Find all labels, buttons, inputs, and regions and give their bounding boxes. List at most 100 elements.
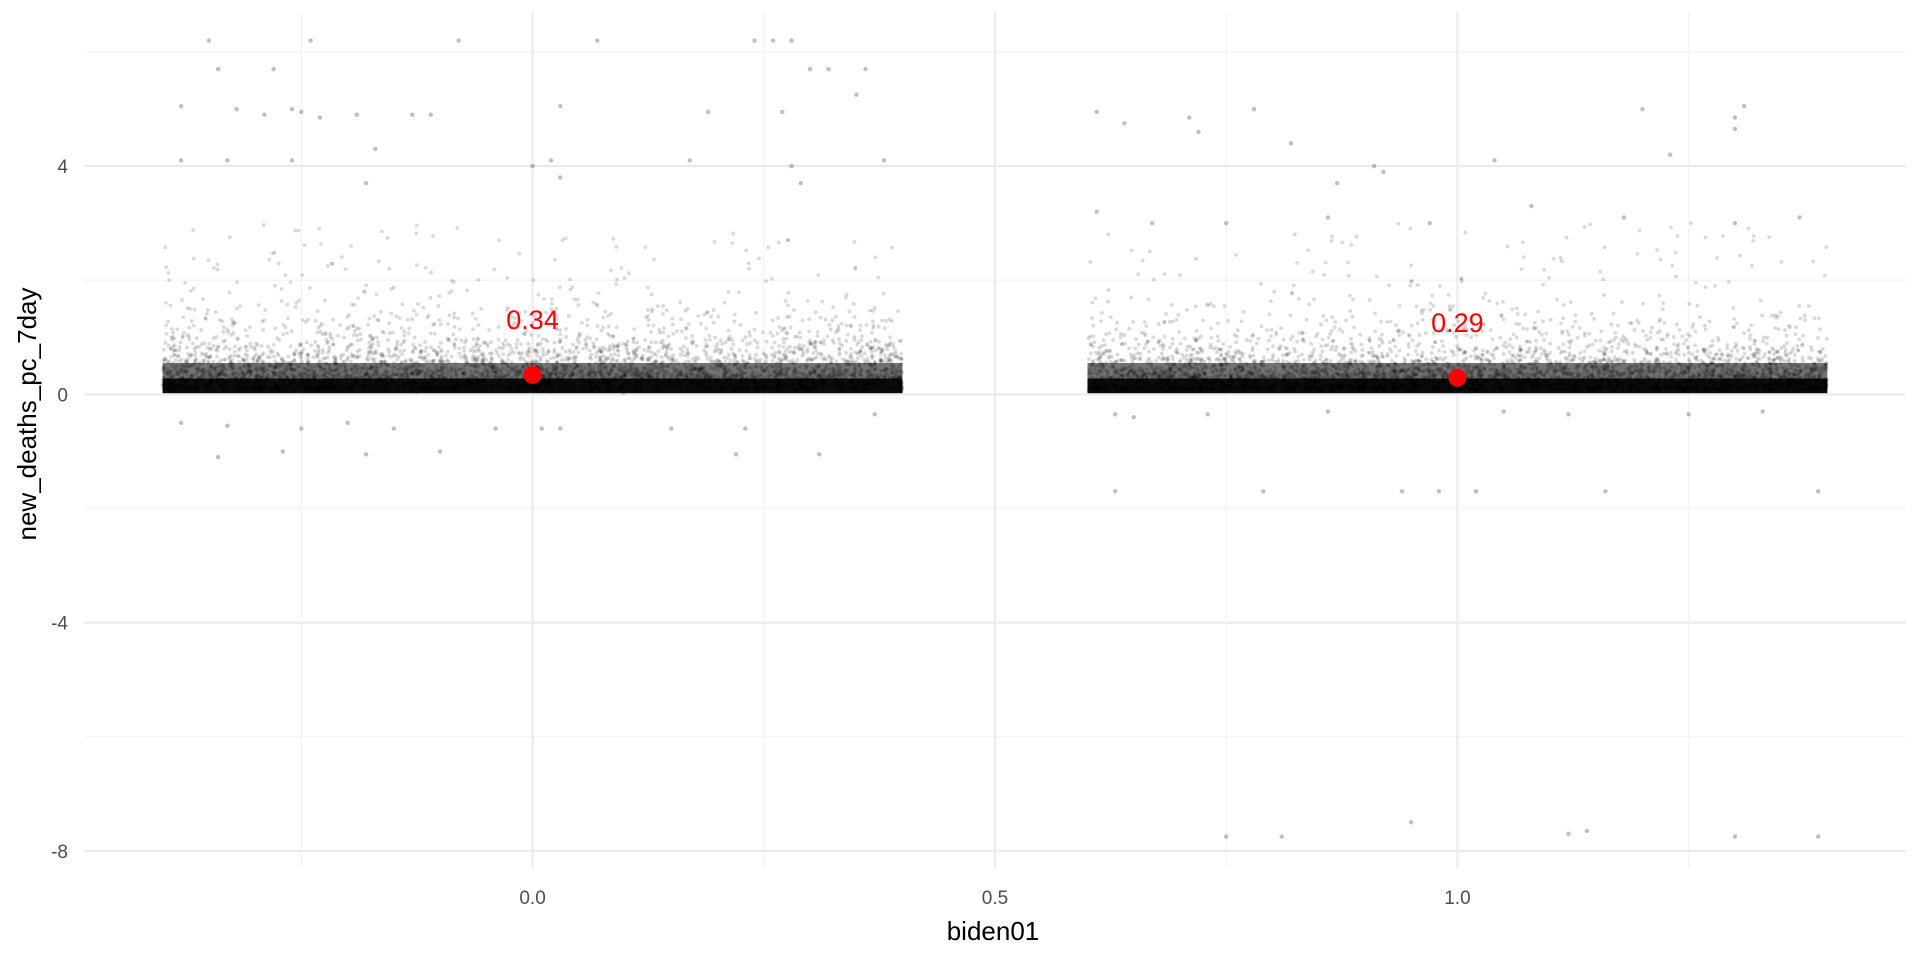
data-point <box>559 372 563 377</box>
data-point <box>414 384 419 389</box>
data-point <box>338 323 343 328</box>
data-point <box>315 330 320 335</box>
data-point <box>573 382 578 387</box>
data-point <box>873 339 878 343</box>
data-point <box>406 374 410 379</box>
data-point <box>647 345 652 350</box>
data-point <box>309 343 313 348</box>
data-point <box>273 366 278 371</box>
data-point <box>628 356 632 361</box>
data-point <box>643 245 648 250</box>
data-point <box>453 388 457 392</box>
data-point <box>633 367 638 372</box>
data-point <box>163 245 168 250</box>
data-point <box>726 352 731 357</box>
data-point <box>642 365 647 370</box>
data-point <box>784 369 789 374</box>
data-point <box>833 377 838 382</box>
data-point <box>562 380 567 385</box>
data-point <box>861 385 866 390</box>
data-point <box>222 366 227 371</box>
data-point <box>611 236 616 241</box>
data-point <box>569 373 574 377</box>
data-point <box>869 346 874 350</box>
data-point <box>254 341 258 345</box>
data-point <box>496 368 501 372</box>
data-point <box>191 228 196 232</box>
data-point <box>189 363 194 368</box>
data-point <box>836 363 841 368</box>
data-point <box>515 338 520 343</box>
data-point <box>895 376 900 380</box>
data-point <box>778 371 783 375</box>
data-point <box>266 373 271 377</box>
data-point <box>861 382 866 386</box>
data-point <box>762 368 767 373</box>
data-point <box>900 385 905 389</box>
data-point <box>849 384 853 389</box>
data-point <box>366 377 371 382</box>
data-point <box>881 291 886 296</box>
data-point <box>785 315 789 319</box>
data-point <box>164 300 168 305</box>
data-point <box>671 384 676 389</box>
data-point <box>333 369 338 373</box>
data-point <box>645 349 650 353</box>
data-point <box>180 386 185 391</box>
data-point <box>827 323 832 327</box>
data-point <box>276 388 281 393</box>
data-point <box>623 373 627 378</box>
data-point <box>206 385 211 390</box>
data-point <box>850 358 855 362</box>
data-point <box>348 374 353 379</box>
data-point <box>189 319 194 323</box>
data-point <box>321 373 326 378</box>
data-point <box>704 326 709 331</box>
data-point <box>758 357 763 362</box>
data-point <box>771 333 775 338</box>
data-point <box>292 358 297 363</box>
data-point <box>457 327 462 331</box>
data-point <box>792 345 797 350</box>
data-point <box>653 340 658 345</box>
data-point <box>292 367 296 372</box>
data-point <box>500 346 505 351</box>
data-point <box>647 355 651 360</box>
data-point <box>764 279 769 284</box>
data-point <box>579 384 584 389</box>
data-point <box>489 384 494 389</box>
data-point <box>561 383 565 388</box>
data-point <box>712 361 717 366</box>
data-point <box>623 342 628 347</box>
data-point <box>567 348 572 353</box>
data-point <box>288 344 293 349</box>
data-point <box>862 387 867 392</box>
data-point <box>475 341 479 346</box>
data-point <box>687 384 692 389</box>
data-point <box>770 345 775 350</box>
data-point <box>717 375 721 380</box>
data-point <box>668 361 673 366</box>
data-point <box>684 327 689 331</box>
data-point <box>563 388 568 393</box>
data-point <box>405 317 410 322</box>
data-point <box>245 334 249 338</box>
data-point <box>183 380 188 385</box>
data-point <box>657 369 662 373</box>
data-point <box>439 383 444 388</box>
data-point <box>660 338 665 343</box>
data-point <box>293 375 298 380</box>
data-point <box>300 370 305 375</box>
data-point <box>675 329 679 334</box>
data-point <box>520 351 525 356</box>
data-point <box>171 349 176 353</box>
data-point <box>273 373 278 378</box>
data-point <box>817 364 822 369</box>
data-point <box>759 365 764 370</box>
data-point <box>163 358 168 362</box>
data-point <box>330 383 335 388</box>
data-point <box>559 377 564 382</box>
data-point <box>305 356 310 361</box>
data-point <box>860 379 865 384</box>
data-point <box>576 350 581 355</box>
